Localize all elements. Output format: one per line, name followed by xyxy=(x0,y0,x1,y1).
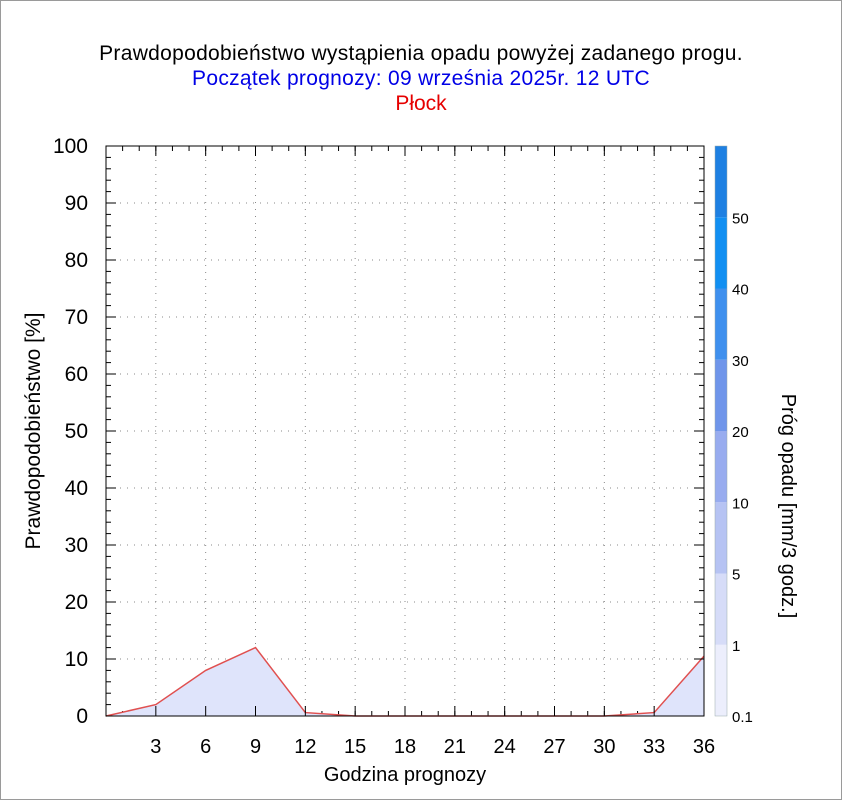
chart-title: Prawdopodobieństwo wystąpienia opadu pow… xyxy=(99,42,743,65)
colorbar-band xyxy=(715,146,727,218)
colorbar-tick-label: 20 xyxy=(732,424,749,441)
colorbar-border xyxy=(714,145,728,717)
x-tick-label: 33 xyxy=(643,736,665,758)
location-label: Płock xyxy=(395,92,447,115)
colorbar-tick-label: 50 xyxy=(732,210,749,227)
colorbar-tick-label: 0.1 xyxy=(732,709,753,726)
x-tick-label: 3 xyxy=(150,736,161,758)
grid-lines xyxy=(106,145,705,717)
x-tick-label: 27 xyxy=(543,736,565,758)
colorbar-band xyxy=(715,644,727,716)
y-tick-label: 40 xyxy=(65,477,88,500)
colorbar-band xyxy=(715,359,727,431)
x-tick-label: 36 xyxy=(693,736,715,758)
colorbar xyxy=(714,145,728,717)
x-tick-label: 24 xyxy=(494,736,516,758)
colorbar-tick-label: 1 xyxy=(732,638,740,655)
colorbar-tick-label: 40 xyxy=(732,282,749,299)
x-tick-label: 6 xyxy=(200,736,211,758)
x-tick-label: 9 xyxy=(250,736,261,758)
y-tick-label: 60 xyxy=(65,363,88,386)
y-tick-label: 100 xyxy=(53,135,88,158)
colorbar-tick-label: 10 xyxy=(732,495,749,512)
colorbar-band xyxy=(715,217,727,289)
colorbar-tick-label: 5 xyxy=(732,567,740,584)
colorbar-band xyxy=(715,288,727,360)
y-axis-label: Prawdopodobieństwo [%] xyxy=(22,313,45,550)
x-tick-label: 12 xyxy=(294,736,316,758)
y-tick-label: 30 xyxy=(65,534,88,557)
y-tick-label: 70 xyxy=(65,306,88,329)
x-tick-label: 18 xyxy=(394,736,416,758)
y-tick-label: 20 xyxy=(65,591,88,614)
colorbar-ticks: 0.1 1 5 10 20 30 40 50 xyxy=(732,210,753,726)
x-tick-label: 21 xyxy=(444,736,466,758)
x-tick-label: 30 xyxy=(593,736,615,758)
colorbar-band xyxy=(715,502,727,574)
x-axis-ticks: 3 6 9 12 15 18 21 24 27 30 33 36 xyxy=(150,146,715,758)
x-axis-label: Godzina prognozy xyxy=(324,764,486,786)
plot-area xyxy=(105,145,705,717)
y-tick-label: 0 xyxy=(76,705,88,728)
colorbar-tick-label: 30 xyxy=(732,353,749,370)
y-tick-label: 10 xyxy=(65,648,88,671)
colorbar-band xyxy=(715,431,727,503)
minor-ticks xyxy=(105,145,705,717)
x-tick-label: 15 xyxy=(344,736,366,758)
colorbar-label: Próg opadu [mm/3 godz.] xyxy=(777,394,799,619)
chart-subtitle: Początek prognozy: 09 września 2025r. 12… xyxy=(192,67,650,90)
y-axis-ticks: 0 10 20 30 40 50 60 70 80 90 100 xyxy=(53,135,704,728)
colorbar-band xyxy=(715,573,727,645)
y-tick-label: 80 xyxy=(65,249,88,272)
y-tick-label: 50 xyxy=(65,420,88,443)
y-tick-label: 90 xyxy=(65,192,88,215)
probability-area xyxy=(106,647,704,716)
